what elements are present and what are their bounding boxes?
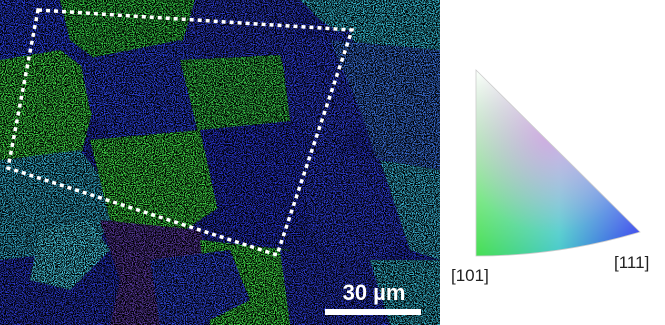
scale-bar-label: 30 µm bbox=[342, 280, 406, 305]
unindexed-speckle bbox=[0, 0, 440, 325]
ipf-color-key bbox=[475, 69, 641, 257]
ipf-label-111: [111] bbox=[614, 253, 650, 272]
scale-bar bbox=[325, 309, 421, 315]
highlight-dashed-box bbox=[5, 8, 355, 258]
ebsd-orientation-map bbox=[0, 0, 440, 325]
ipf-label-101: [101] bbox=[451, 266, 489, 285]
ipf-triangle-outline bbox=[475, 69, 641, 257]
